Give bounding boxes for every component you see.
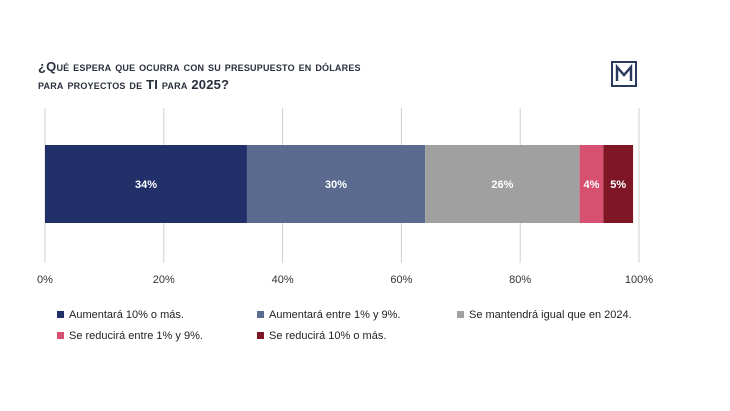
chart-title-line-1: ¿Qué espera que ocurra con su presupuest… — [38, 59, 361, 74]
legend-item: Aumentará entre 1% y 9%. — [257, 309, 400, 321]
x-tick-label: 100% — [625, 274, 653, 286]
legend-item: Aumentará 10% o más. — [57, 309, 184, 321]
x-tick-label: 0% — [37, 274, 53, 286]
chart-title: ¿Qué espera que ocurra con su presupuest… — [38, 58, 518, 94]
legend-swatch — [257, 332, 264, 339]
bar-segment — [246, 145, 426, 223]
data-label: 5% — [610, 179, 626, 191]
legend-label: Se reducirá entre 1% y 9%. — [69, 330, 203, 342]
legend-item: Se reducirá entre 1% y 9%. — [57, 330, 203, 342]
bar-segment — [579, 145, 604, 223]
legend-label: Aumentará entre 1% y 9%. — [269, 309, 401, 321]
bar-segment — [603, 145, 634, 223]
data-label: 30% — [325, 179, 347, 191]
legend-label: Se mantendrá igual que en 2024. — [469, 309, 632, 321]
legend-swatch — [257, 311, 264, 318]
legend-item: Se mantendrá igual que en 2024. — [457, 309, 632, 321]
bar-segment — [425, 145, 580, 223]
bar-segment — [45, 145, 247, 223]
chart-title-line-2: para proyectos de TI para 2025? — [38, 77, 230, 92]
x-tick-label: 40% — [272, 274, 294, 286]
m-logo-icon — [611, 61, 637, 87]
legend-swatch — [57, 332, 64, 339]
x-tick-label: 80% — [509, 274, 531, 286]
legend-swatch — [57, 311, 64, 318]
legend-swatch — [457, 311, 464, 318]
legend-label: Aumentará 10% o más. — [69, 309, 184, 321]
data-label: 34% — [135, 179, 157, 191]
x-tick-label: 20% — [153, 274, 175, 286]
data-label: 26% — [491, 179, 513, 191]
legend-item: Se reducirá 10% o más. — [257, 330, 386, 342]
legend-label: Se reducirá 10% o más. — [269, 330, 387, 342]
x-tick-label: 60% — [390, 274, 412, 286]
data-label: 4% — [584, 179, 600, 191]
